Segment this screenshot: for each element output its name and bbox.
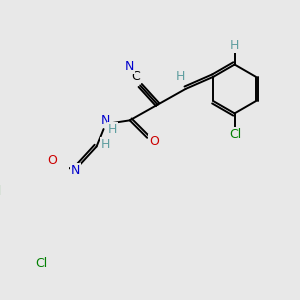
Text: H: H [100,138,110,151]
Text: H: H [230,39,239,52]
Text: O: O [149,135,159,148]
Text: H: H [108,123,117,136]
Text: H: H [176,70,185,83]
Text: C: C [131,70,140,83]
Text: Cl: Cl [35,257,48,270]
Text: N: N [100,114,110,127]
Text: Cl: Cl [0,185,1,198]
Text: O: O [47,154,57,167]
Text: Cl: Cl [229,128,242,141]
Text: N: N [71,164,80,177]
Text: N: N [125,60,134,73]
